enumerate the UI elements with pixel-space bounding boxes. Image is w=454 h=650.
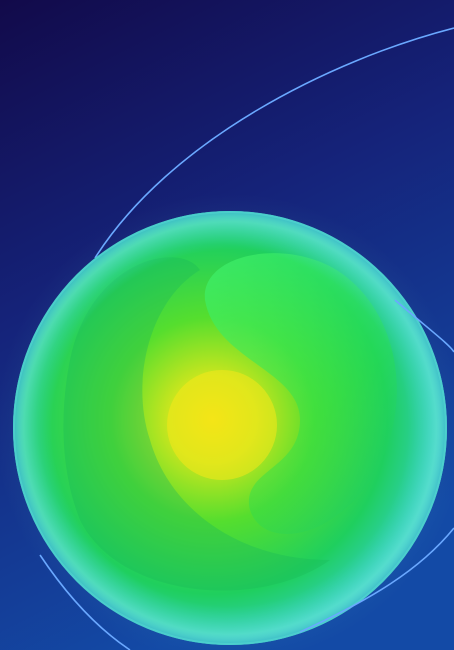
orbit-line-top xyxy=(94,27,454,259)
orb-rim xyxy=(13,211,447,645)
orbit-line-right-upper xyxy=(394,299,454,353)
orbit-line-bottom-left xyxy=(39,554,131,650)
orb-rim-line xyxy=(13,211,447,645)
orbit-line-right-lower xyxy=(299,527,454,633)
